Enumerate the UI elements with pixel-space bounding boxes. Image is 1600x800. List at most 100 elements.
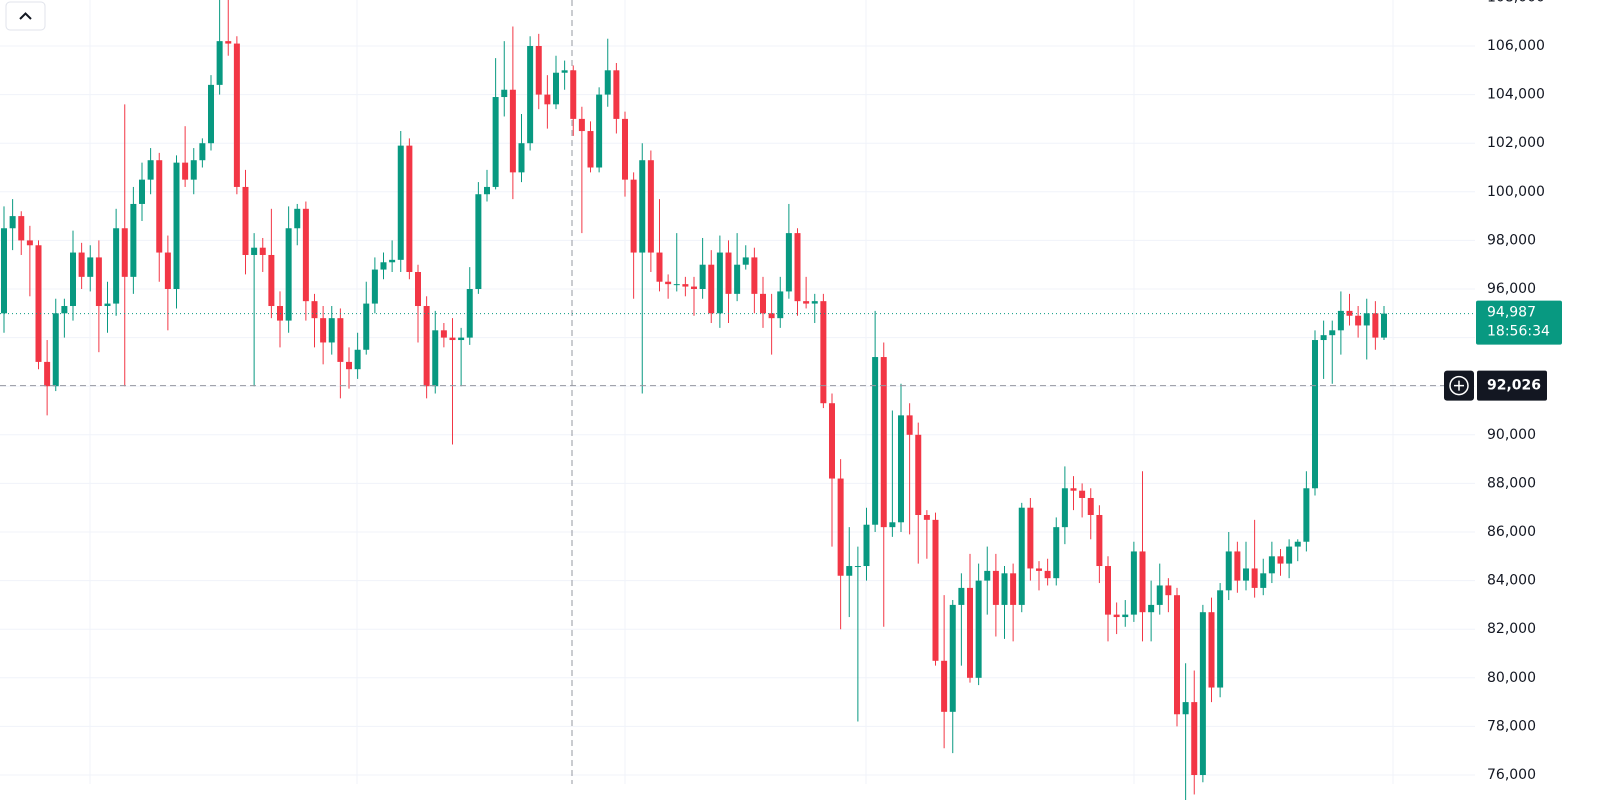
candle-body: [872, 357, 879, 525]
candle-body: [656, 252, 663, 282]
candle-body: [484, 186, 490, 195]
candle-body: [9, 216, 16, 229]
candle-body: [1381, 313, 1387, 338]
candle-body: [251, 247, 258, 255]
candle-body: [130, 203, 137, 277]
candle-body: [1139, 551, 1146, 613]
y-tick-label: 102,000: [1487, 135, 1545, 151]
candle-body: [95, 257, 102, 307]
current-price-label: 94,987: [1487, 305, 1536, 321]
candle-body: [1105, 566, 1111, 615]
candle-body: [1208, 612, 1215, 688]
candle-body: [458, 337, 465, 341]
candle-body: [1079, 490, 1086, 498]
y-tick-label: 106,000: [1487, 38, 1545, 54]
candle-body: [794, 233, 801, 302]
candle-body: [1096, 514, 1103, 567]
candle-body: [1087, 497, 1094, 515]
candle-body: [1243, 568, 1249, 581]
collapse-button[interactable]: [5, 1, 46, 31]
candle-body: [285, 228, 292, 321]
current-price-box: [1476, 300, 1562, 345]
candle-body: [854, 566, 861, 568]
chevron-icon[interactable]: [19, 12, 32, 20]
y-tick-label: 76,000: [1487, 767, 1536, 783]
candle-body: [113, 228, 120, 304]
candle-body: [423, 306, 430, 387]
candle-body: [837, 478, 844, 576]
candle-body: [1191, 702, 1198, 776]
candle-body: [527, 46, 534, 144]
candle-body: [725, 252, 732, 294]
candle-body: [492, 97, 499, 187]
candle-body: [535, 46, 542, 95]
candle-body: [268, 254, 275, 307]
candle-body: [751, 257, 758, 294]
candle-body: [1044, 570, 1051, 579]
candle-body: [216, 41, 223, 85]
candle-body: [233, 43, 240, 187]
y-tick-label: 90,000: [1487, 427, 1536, 443]
candle-body: [259, 247, 266, 255]
candle-body: [716, 252, 723, 314]
candle-body: [941, 660, 948, 712]
candle-body: [380, 262, 387, 270]
candle-body: [863, 524, 870, 567]
candle-body: [1027, 507, 1034, 569]
candle-body: [544, 94, 551, 105]
crosshair-price-label: 92,026: [1487, 378, 1541, 394]
candle-body: [587, 131, 594, 168]
candle-body: [889, 522, 896, 528]
candle-body: [1036, 568, 1042, 571]
candle-body: [1174, 595, 1180, 715]
candle-body: [208, 84, 214, 144]
candle-body: [1156, 585, 1163, 605]
candle-body: [1312, 340, 1318, 489]
candle-body: [768, 313, 775, 319]
candle-body: [682, 284, 689, 287]
candle-body: [630, 179, 637, 253]
candle-body: [1148, 604, 1155, 613]
candle-body: [104, 303, 111, 307]
candle-body: [1070, 488, 1077, 491]
candle-body: [846, 566, 853, 576]
candle-body: [1260, 573, 1267, 588]
candle-body: [26, 240, 33, 246]
candle-body: [1113, 614, 1120, 618]
y-tick-label: 78,000: [1487, 718, 1536, 734]
candle-body: [18, 216, 25, 241]
y-tick-label: 86,000: [1487, 524, 1536, 540]
candle-body: [320, 318, 327, 343]
candle-body: [371, 269, 378, 304]
candle-body: [1329, 330, 1336, 336]
candle-body: [302, 208, 309, 302]
candle-body: [1165, 585, 1172, 596]
candle-body: [337, 318, 344, 362]
candle-body: [78, 252, 85, 277]
candle-body: [311, 301, 318, 319]
candle-body: [742, 257, 749, 265]
candle-body: [294, 208, 301, 229]
y-tick-label: 96,000: [1487, 281, 1536, 297]
candle-body: [1234, 551, 1241, 581]
candle-body: [328, 318, 335, 343]
candle-body: [389, 259, 396, 263]
candle-body: [639, 160, 646, 253]
candle-body: [1001, 573, 1008, 605]
candle-body: [578, 118, 585, 132]
candle-body: [509, 89, 516, 173]
candle-body: [811, 301, 818, 304]
candle-body: [967, 587, 973, 678]
candle-body: [1, 228, 7, 314]
candle-body: [1217, 590, 1224, 688]
candle-body: [139, 179, 145, 204]
candle-body: [708, 264, 715, 314]
candle-body: [354, 349, 361, 370]
candle-body: [785, 233, 792, 292]
candle-body: [1225, 551, 1232, 591]
candle-body: [52, 313, 59, 387]
candle-body: [466, 289, 473, 338]
button-frame[interactable]: [5, 1, 46, 31]
candle-body: [363, 303, 370, 350]
candle-body: [932, 519, 939, 661]
